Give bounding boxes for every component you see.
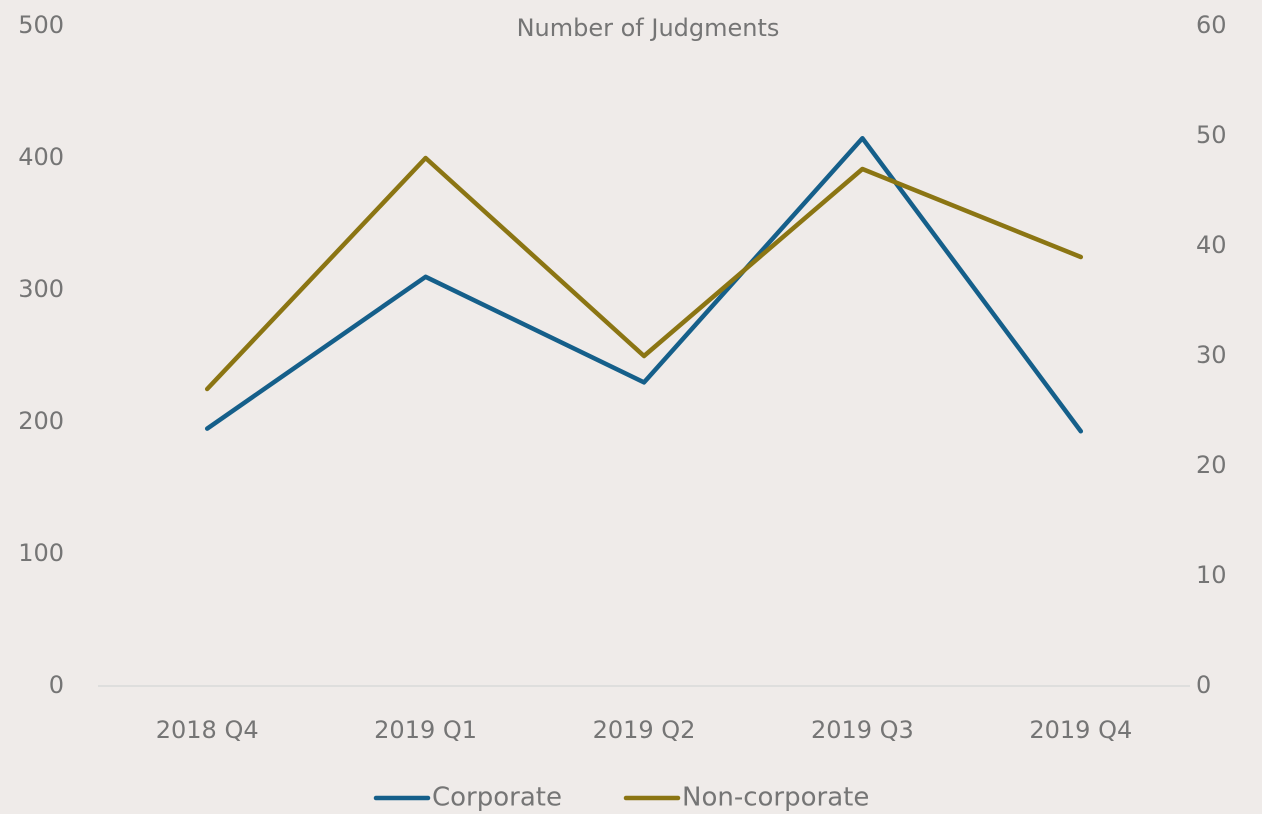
chart-title: Number of Judgments: [517, 14, 780, 42]
y-tick-label: 200: [18, 407, 64, 435]
legend-label: Non-corporate: [682, 783, 869, 813]
y-tick-label: 0: [49, 671, 64, 699]
x-tick-label: 2018 Q4: [156, 716, 259, 744]
y-tick-label: 400: [18, 143, 64, 171]
y2-tick-label: 60: [1196, 11, 1227, 39]
legend-label: Corporate: [432, 783, 562, 813]
y2-tick-label: 50: [1196, 121, 1227, 149]
y2-tick-label: 20: [1196, 451, 1227, 479]
x-tick-label: 2019 Q1: [374, 716, 477, 744]
x-tick-label: 2019 Q3: [811, 716, 914, 744]
y2-tick-label: 40: [1196, 231, 1227, 259]
y-tick-label: 300: [18, 275, 64, 303]
line-series: [204, 155, 1084, 392]
y-tick-label: 500: [18, 11, 64, 39]
x-tick-label: 2019 Q2: [593, 716, 696, 744]
y2-tick-label: 30: [1196, 341, 1227, 369]
y2-tick-label: 0: [1196, 671, 1211, 699]
y2-tick-label: 10: [1196, 561, 1227, 589]
line-series: [204, 135, 1084, 434]
y-tick-label: 100: [18, 539, 64, 567]
x-tick-label: 2019 Q4: [1029, 716, 1132, 744]
